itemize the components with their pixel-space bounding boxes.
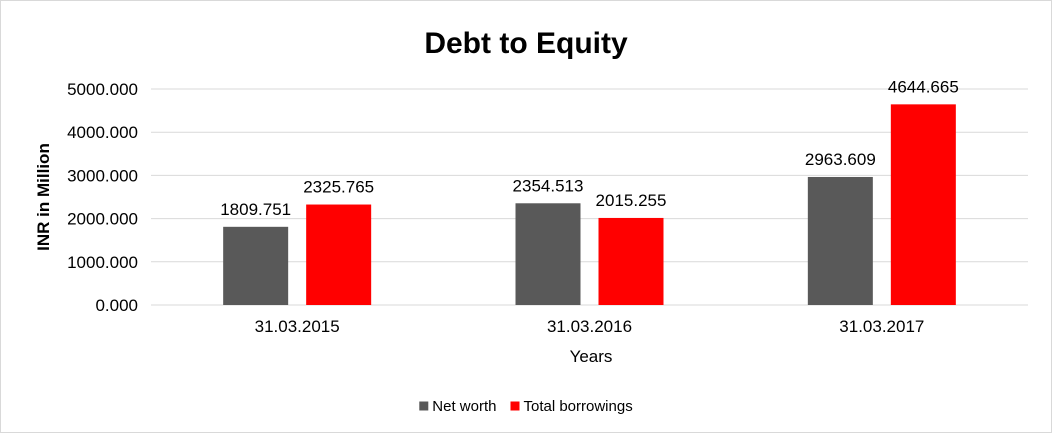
y-tick-label: 4000.000 bbox=[67, 123, 138, 142]
data-label: 1809.751 bbox=[220, 200, 291, 219]
y-tick-label: 5000.000 bbox=[67, 80, 138, 99]
bar-net-worth bbox=[223, 226, 289, 305]
x-axis-title: Years bbox=[570, 347, 613, 366]
x-tick-label: 31.03.2017 bbox=[839, 317, 924, 336]
gridlines bbox=[151, 88, 1028, 306]
legend-swatch bbox=[419, 401, 429, 411]
y-axis-title: INR in Million bbox=[34, 143, 53, 251]
y-tick-label: 3000.000 bbox=[67, 166, 138, 185]
bar-total-borrowings bbox=[306, 204, 372, 305]
chart-title: Debt to Equity bbox=[424, 27, 628, 60]
y-tick-label: 1000.000 bbox=[67, 253, 138, 272]
data-labels: 1809.751 2325.765 2354.513 2015.255 2963.609… bbox=[220, 77, 959, 218]
data-label: 4644.665 bbox=[888, 77, 959, 96]
data-label: 2015.255 bbox=[596, 191, 667, 210]
y-axis-ticks: 0.000 1000.000 2000.000 3000.000 4000.000 500… bbox=[67, 80, 138, 315]
bar-total-borrowings bbox=[890, 104, 956, 306]
legend-label: Total borrowings bbox=[523, 398, 632, 415]
y-tick-label: 0.000 bbox=[95, 296, 138, 315]
bar-total-borrowings bbox=[598, 217, 664, 305]
legend: Net worth Total borrowings bbox=[419, 398, 633, 415]
x-tick-label: 31.03.2016 bbox=[547, 317, 632, 336]
bars bbox=[223, 104, 956, 306]
legend-label: Net worth bbox=[432, 398, 496, 415]
data-label: 2963.609 bbox=[805, 150, 876, 169]
y-tick-label: 2000.000 bbox=[67, 210, 138, 229]
legend-swatch bbox=[510, 401, 520, 411]
bar-net-worth bbox=[515, 203, 581, 305]
data-label: 2354.513 bbox=[513, 176, 584, 195]
x-axis-ticks: 31.03.2015 31.03.2016 31.03.2017 bbox=[255, 317, 925, 336]
x-tick-label: 31.03.2015 bbox=[255, 317, 340, 336]
bar-net-worth bbox=[807, 176, 873, 305]
data-label: 2325.765 bbox=[303, 178, 374, 197]
